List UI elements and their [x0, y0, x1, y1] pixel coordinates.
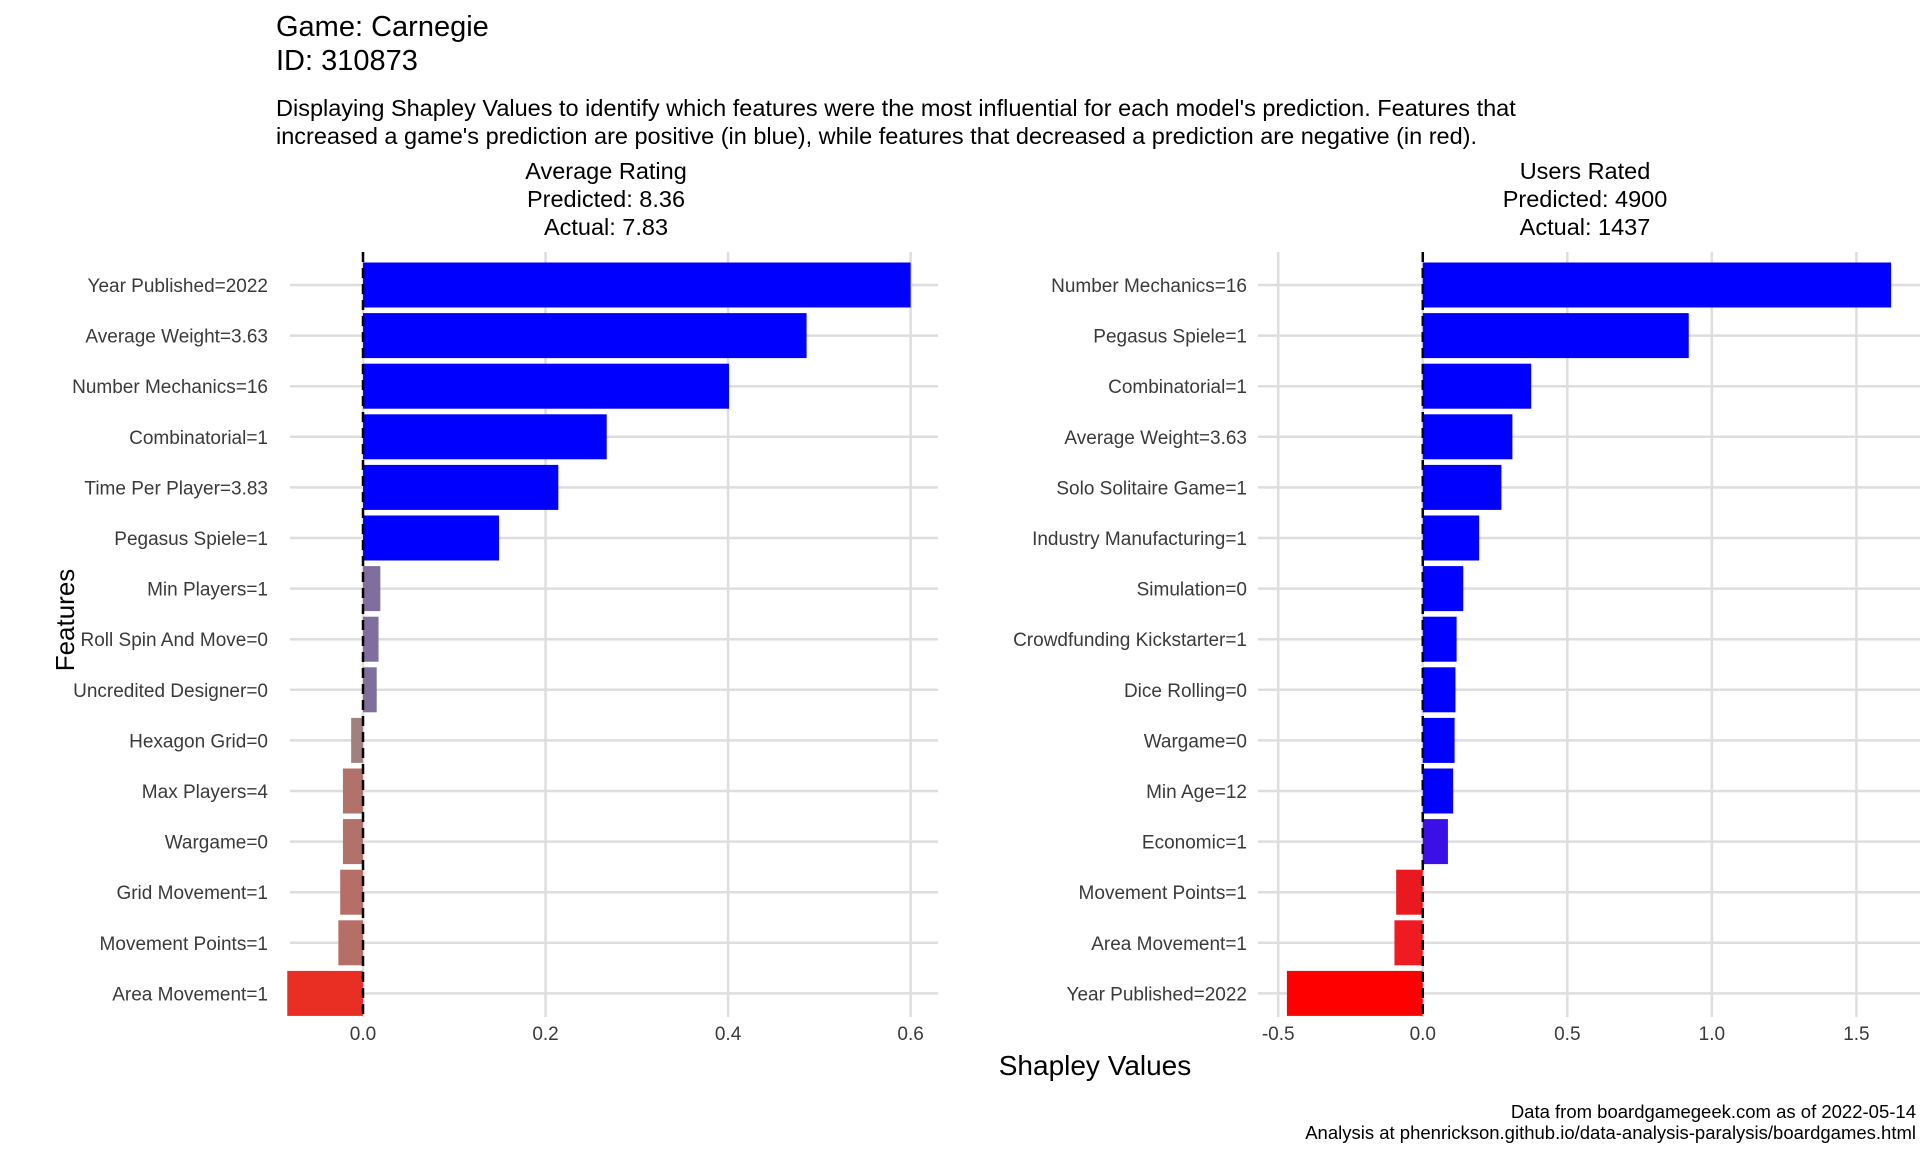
- bar: [342, 768, 364, 814]
- category-label: Number Mechanics=16: [1051, 276, 1247, 297]
- bar: [1422, 768, 1454, 814]
- bar: [1422, 717, 1455, 763]
- bar: [363, 464, 559, 510]
- bar: [340, 869, 364, 915]
- category-label: Grid Movement=1: [116, 883, 268, 904]
- subtitle-line-2: increased a game's prediction are positi…: [276, 123, 1478, 149]
- bar: [363, 313, 807, 359]
- bar: [1422, 616, 1457, 662]
- bar: [1396, 869, 1423, 915]
- bar: [363, 262, 911, 308]
- category-label: Wargame=0: [165, 833, 268, 854]
- facet-predicted: Predicted: 8.36: [526, 186, 686, 212]
- facet-title-line: Users Rated: [1519, 158, 1651, 184]
- category-label: Movement Points=1: [100, 934, 268, 955]
- category-label: Average Weight=3.63: [85, 327, 268, 348]
- bar: [1422, 313, 1689, 359]
- bar: [287, 970, 364, 1016]
- facet-actual: Actual: 1437: [1519, 214, 1651, 240]
- category-label: Combinatorial=1: [1108, 377, 1247, 398]
- bar: [363, 566, 381, 612]
- category-label: Pegasus Spiele=1: [1093, 327, 1247, 348]
- bar: [1422, 363, 1532, 409]
- facet-actual: Actual: 7.83: [543, 214, 669, 240]
- category-label: Min Players=1: [147, 580, 268, 601]
- bar: [1422, 667, 1456, 713]
- bar: [351, 717, 364, 763]
- category-label: Year Published=2022: [88, 276, 268, 297]
- bar: [1394, 920, 1423, 966]
- category-label: Uncredited Designer=0: [73, 681, 268, 702]
- x-tick-label: 0.0: [350, 1024, 376, 1045]
- bar: [1422, 819, 1448, 865]
- category-label: Dice Rolling=0: [1124, 681, 1247, 702]
- category-label: Wargame=0: [1144, 731, 1247, 752]
- x-tick-label: 1.0: [1699, 1024, 1725, 1045]
- category-label: Crowdfunding Kickstarter=1: [1013, 630, 1247, 651]
- category-label: Pegasus Spiele=1: [114, 529, 268, 550]
- bar: [363, 515, 500, 561]
- category-label: Max Players=4: [142, 782, 269, 803]
- x-tick-label: 0.0: [1410, 1024, 1436, 1045]
- chart-title: Game: Carnegie: [276, 11, 489, 43]
- bar: [338, 920, 364, 966]
- x-tick-label: 0.2: [532, 1024, 558, 1045]
- bar: [363, 667, 377, 713]
- game-id: ID: 310873: [276, 45, 418, 77]
- category-label: Simulation=0: [1137, 580, 1247, 601]
- category-label: Area Movement=1: [112, 984, 268, 1005]
- caption-source: Data from boardgamegeek.com as of 2022-0…: [1510, 1101, 1916, 1122]
- bar: [363, 363, 729, 409]
- category-label: Movement Points=1: [1079, 883, 1247, 904]
- bar: [1422, 262, 1892, 308]
- bar: [1422, 566, 1464, 612]
- bar: [1422, 515, 1480, 561]
- category-label: Industry Manufacturing=1: [1032, 529, 1247, 550]
- y-axis-label: Features: [49, 568, 80, 672]
- category-label: Combinatorial=1: [129, 428, 268, 449]
- category-label: Year Published=2022: [1067, 984, 1247, 1005]
- facet-title-users-rated: Users Rated Predicted: 4900 Actual: 1437: [1285, 157, 1885, 241]
- x-axis-label: Shapley Values: [998, 1050, 1192, 1081]
- bar: [1422, 464, 1502, 510]
- caption-analysis: Analysis at phenrickson.github.io/data-a…: [1305, 1122, 1916, 1143]
- category-label: Number Mechanics=16: [72, 377, 268, 398]
- subtitle-line-1: Displaying Shapley Values to identify wh…: [276, 95, 1516, 121]
- category-label: Solo Solitaire Game=1: [1056, 478, 1247, 499]
- facet-title-line: Average Rating: [525, 158, 687, 184]
- x-tick-label: 0.4: [715, 1024, 742, 1045]
- facet-title-average-rating: Average Rating Predicted: 8.36 Actual: 7…: [306, 157, 906, 241]
- category-label: Roll Spin And Move=0: [81, 630, 268, 651]
- facet-predicted: Predicted: 4900: [1502, 186, 1668, 212]
- x-tick-label: 1.5: [1843, 1024, 1869, 1045]
- category-label: Economic=1: [1142, 833, 1247, 854]
- x-tick-label: 0.6: [897, 1024, 923, 1045]
- category-label: Average Weight=3.63: [1064, 428, 1247, 449]
- category-label: Min Age=12: [1146, 782, 1247, 803]
- bar: [1422, 414, 1513, 460]
- category-label: Hexagon Grid=0: [129, 731, 268, 752]
- category-label: Time Per Player=3.83: [84, 478, 268, 499]
- bar: [1286, 970, 1423, 1016]
- bar: [363, 414, 607, 460]
- bar: [363, 616, 379, 662]
- bar: [342, 819, 364, 865]
- x-tick-label: -0.5: [1262, 1024, 1295, 1045]
- x-tick-label: 0.5: [1554, 1024, 1580, 1045]
- category-label: Area Movement=1: [1091, 934, 1247, 955]
